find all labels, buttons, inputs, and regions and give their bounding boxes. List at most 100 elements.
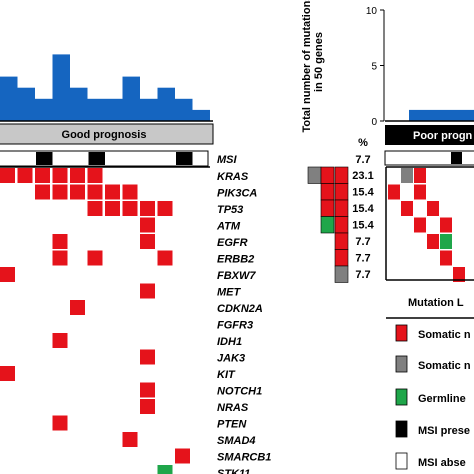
bar-axis-label-line2: in 50 genes <box>313 32 325 92</box>
poor-bar <box>465 109 474 121</box>
good-prognosis-mutation-bars <box>0 54 210 121</box>
good-mutation-cell <box>70 300 85 315</box>
gene-percent: 23.1 <box>352 170 373 182</box>
poor-mutation-cell <box>414 217 426 233</box>
poor-summary-cell <box>320 199 335 217</box>
poor-bar <box>409 109 423 121</box>
poor-mutation-cell <box>401 201 413 216</box>
poor-summary-cell <box>320 166 335 184</box>
good-msi-cell <box>36 152 53 165</box>
poor-summary-cell <box>334 166 349 184</box>
gene-percent: 7.7 <box>355 253 370 265</box>
gene-label: STK11 <box>217 468 250 474</box>
legend-label-msi_present: MSI prese <box>418 425 470 437</box>
poor-summary-cell <box>307 166 322 184</box>
good-bar <box>192 109 210 121</box>
good-bar <box>17 87 35 121</box>
poor-mutation-cell <box>440 250 452 266</box>
good-bar <box>35 98 53 121</box>
good-mutation-cell <box>0 366 15 381</box>
good-mutation-cell <box>140 201 155 216</box>
gene-label: KRAS <box>217 171 249 183</box>
good-bar <box>0 76 18 121</box>
gene-label: NRAS <box>217 402 249 414</box>
poor-msi-cell <box>451 152 462 164</box>
bar-y-axis: 10 5 0 <box>366 6 385 128</box>
bar-y-tick-label: 10 <box>366 6 378 17</box>
good-mutation-cell <box>87 201 103 216</box>
gene-label: JAK3 <box>217 353 245 365</box>
good-mutation-cell <box>52 234 68 249</box>
good-mutation-cell <box>105 184 120 200</box>
poor-summary-cell <box>320 183 335 201</box>
good-mutation-cell <box>122 432 138 447</box>
gene-percent: 15.4 <box>352 203 374 215</box>
percent-header: % <box>358 137 368 149</box>
poor-summary-cell <box>320 216 335 234</box>
good-mutation-cell <box>140 234 155 249</box>
gene-label: TP53 <box>217 204 243 216</box>
poor-summary-column <box>307 166 349 283</box>
gene-percent: 15.4 <box>352 187 374 199</box>
legend-label-germline: Germline <box>418 393 466 405</box>
gene-label: MET <box>217 287 242 299</box>
good-msi-cell <box>176 152 193 165</box>
good-mutation-cell <box>52 333 68 348</box>
good-bar <box>122 76 140 121</box>
bar-y-tick-label: 0 <box>371 117 377 128</box>
good-mutation-cell <box>0 267 15 282</box>
poor-msi-row-border <box>384 150 474 166</box>
good-mutation-cell <box>35 168 50 183</box>
good-bar <box>70 87 88 121</box>
legend-label-gray: Somatic n <box>418 360 471 372</box>
poor-summary-cell <box>334 249 349 267</box>
gene-label: ATM <box>216 221 241 233</box>
poor-summary-cell <box>334 199 349 217</box>
poor-bar <box>423 109 437 121</box>
gene-label: SMARCB1 <box>217 452 271 464</box>
good-msi-cell <box>88 152 105 165</box>
gene-label: IDH1 <box>217 336 242 348</box>
good-mutation-cell <box>140 349 155 365</box>
good-mutation-cell <box>157 250 173 266</box>
good-mutation-matrix <box>0 168 190 474</box>
good-mutation-cell <box>87 184 103 200</box>
legend-label-somatic: Somatic n <box>418 329 471 341</box>
poor-mutation-cell <box>388 184 400 200</box>
poor-prognosis-mutation-bars <box>409 109 474 121</box>
msi-percent: 7.7 <box>355 154 370 166</box>
poor-bar <box>437 109 451 121</box>
good-mutation-cell <box>52 250 68 266</box>
good-mutation-cell <box>17 168 33 183</box>
poor-mutation-matrix <box>388 168 465 282</box>
poor-msi-row <box>451 152 462 164</box>
gene-labels: KRAS PIK3CA TP53 ATM EGFR ERBB2 FBXW7 MET CDKN2A… <box>216 171 271 474</box>
good-bar <box>140 98 158 121</box>
poor-mutation-cell <box>453 267 465 282</box>
gene-label: FGFR3 <box>217 320 253 332</box>
good-prognosis-label: Good prognosis <box>62 129 147 141</box>
good-prognosis-header <box>0 123 214 145</box>
poor-summary-cell <box>334 232 349 250</box>
good-mutation-cell <box>0 168 15 183</box>
mutation-legend: Somatic n Somatic n Germline MSI prese MSI a… <box>395 324 471 470</box>
bar-axis-label: Total number of mutations in 50 genes <box>301 0 325 132</box>
poor-mutation-cell <box>414 168 426 183</box>
poor-mutation-cell <box>427 201 439 216</box>
gene-label: SMAD4 <box>217 435 256 447</box>
gene-percent: 7.7 <box>355 236 370 248</box>
gene-label: CDKN2A <box>217 303 263 315</box>
good-mutation-cell <box>140 283 155 299</box>
good-bar <box>175 98 193 121</box>
good-bar <box>157 87 175 121</box>
poor-summary-cell <box>334 183 349 201</box>
gene-percent: 15.4 <box>352 220 374 232</box>
good-mutation-cell <box>140 399 155 414</box>
good-mutation-cell <box>87 168 103 183</box>
poor-mutation-cell <box>440 217 452 233</box>
good-mutation-cell <box>140 382 155 398</box>
poor-mutation-cell <box>401 168 413 183</box>
poor-summary-cell <box>334 265 349 283</box>
legend-swatch-germline <box>395 388 408 406</box>
gene-label: FBXW7 <box>217 270 256 282</box>
